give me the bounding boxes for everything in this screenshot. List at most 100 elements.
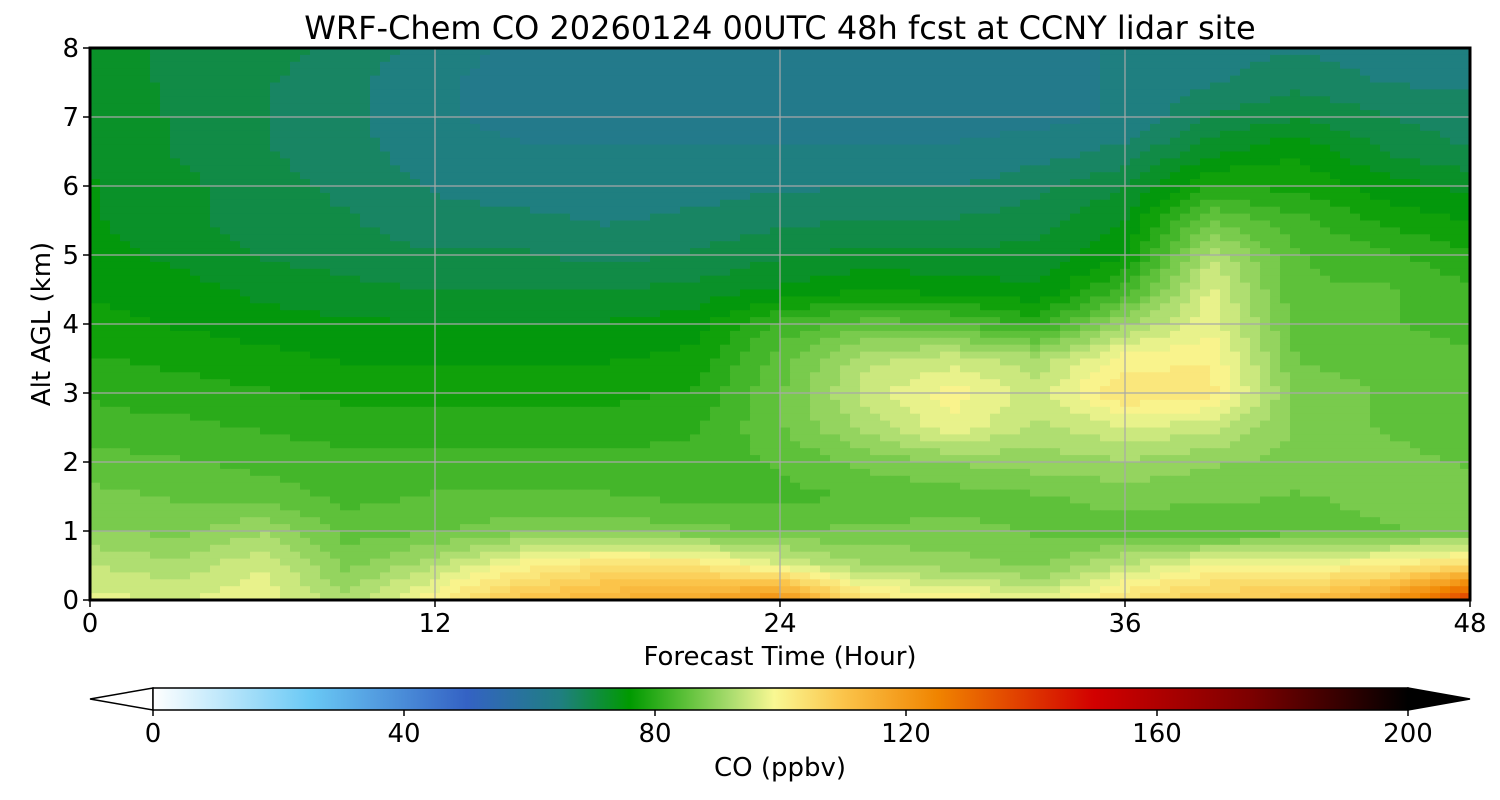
- heatmap-cell: [980, 75, 991, 84]
- heatmap-cell: [1110, 158, 1121, 166]
- heatmap-cell: [1020, 206, 1031, 215]
- heatmap-cell: [720, 96, 731, 104]
- heatmap-cell: [400, 144, 411, 153]
- heatmap-cell: [470, 96, 481, 104]
- heatmap-cell: [360, 82, 371, 90]
- heatmap-cell: [820, 192, 831, 201]
- heatmap-cell: [1410, 158, 1421, 166]
- heatmap-cell: [510, 282, 521, 291]
- heatmap-cell: [330, 206, 341, 215]
- heatmap-cell: [990, 96, 1001, 104]
- heatmap-cell: [1160, 75, 1171, 84]
- heatmap-cell: [860, 192, 871, 201]
- heatmap-cell: [280, 275, 291, 284]
- heatmap-cell: [740, 61, 751, 70]
- heatmap-cell: [420, 110, 431, 118]
- heatmap-cell: [710, 82, 721, 90]
- heatmap-cell: [460, 248, 471, 256]
- heatmap-cell: [960, 82, 971, 90]
- heatmap-cell: [500, 61, 511, 70]
- heatmap-cell: [960, 179, 971, 187]
- heatmap-cell: [120, 117, 131, 125]
- heatmap-cell: [630, 165, 641, 173]
- heatmap-cell: [340, 61, 351, 70]
- heatmap-cell: [590, 172, 601, 180]
- heatmap-cell: [830, 213, 841, 222]
- heatmap-cell: [800, 186, 811, 194]
- heatmap-cell: [460, 75, 471, 84]
- heatmap-cell: [640, 61, 651, 70]
- heatmap-cell: [1280, 82, 1291, 90]
- heatmap-cell: [130, 275, 141, 284]
- heatmap-cell: [400, 241, 411, 249]
- heatmap-cell: [1370, 151, 1381, 159]
- heatmap-cell: [410, 172, 421, 180]
- heatmap-cell: [580, 199, 591, 208]
- heatmap-cell: [1350, 117, 1361, 125]
- heatmap-cell: [1160, 261, 1171, 270]
- heatmap-cell: [260, 68, 271, 77]
- heatmap-cell: [680, 103, 691, 111]
- heatmap-cell: [560, 206, 571, 215]
- heatmap-cell: [1110, 103, 1121, 111]
- heatmap-cell: [200, 289, 211, 297]
- heatmap-cell: [1260, 89, 1271, 97]
- heatmap-cell: [1170, 268, 1181, 277]
- heatmap-cell: [870, 213, 881, 222]
- heatmap-cell: [870, 282, 881, 291]
- heatmap-cell: [1330, 261, 1341, 270]
- heatmap-cell: [720, 213, 731, 222]
- heatmap-cell: [820, 103, 831, 111]
- heatmap-cell: [1220, 103, 1231, 111]
- heatmap-cell: [1330, 110, 1341, 118]
- heatmap-cell: [1260, 227, 1271, 235]
- heatmap-cell: [1080, 234, 1091, 242]
- heatmap-cell: [1270, 255, 1281, 263]
- heatmap-cell: [830, 54, 841, 63]
- heatmap-cell: [1000, 75, 1011, 84]
- heatmap-cell: [1140, 61, 1151, 70]
- heatmap-cell: [610, 248, 621, 256]
- heatmap-cell: [220, 48, 231, 56]
- heatmap-cell: [1340, 123, 1351, 132]
- heatmap-cell: [820, 48, 831, 56]
- heatmap-cell: [710, 103, 721, 111]
- heatmap-cell: [730, 158, 741, 166]
- heatmap-cell: [1210, 179, 1221, 187]
- heatmap-cell: [470, 158, 481, 166]
- heatmap-cell: [1070, 110, 1081, 118]
- heatmap-cell: [460, 158, 471, 166]
- heatmap-cell: [130, 61, 141, 70]
- heatmap-cell: [340, 117, 351, 125]
- heatmap-cell: [180, 61, 191, 70]
- heatmap-cell: [1310, 61, 1321, 70]
- heatmap-cell: [1310, 82, 1321, 90]
- heatmap-cell: [970, 123, 981, 132]
- heatmap-cell: [1150, 89, 1161, 97]
- heatmap-cell: [100, 61, 111, 70]
- heatmap-cell: [800, 151, 811, 159]
- heatmap-cell: [1190, 261, 1201, 270]
- heatmap-cell: [500, 289, 511, 297]
- heatmap-cell: [910, 289, 921, 297]
- heatmap-cell: [320, 54, 331, 63]
- heatmap-cell: [990, 282, 1001, 291]
- heatmap-cell: [990, 192, 1001, 201]
- heatmap-cell: [530, 282, 541, 291]
- heatmap-cell: [830, 61, 841, 70]
- heatmap-cell: [380, 96, 391, 104]
- heatmap-cell: [1220, 282, 1231, 291]
- heatmap-cell: [680, 82, 691, 90]
- heatmap-cell: [690, 165, 701, 173]
- heatmap-cell: [140, 227, 151, 235]
- heatmap-cell: [660, 144, 671, 153]
- heatmap-cell: [110, 54, 121, 63]
- heatmap-cell: [250, 137, 261, 146]
- heatmap-cell: [150, 296, 161, 304]
- heatmap-cell: [580, 96, 591, 104]
- heatmap-cell: [170, 123, 181, 132]
- heatmap-cell: [610, 220, 621, 228]
- heatmap-cell: [930, 241, 941, 249]
- heatmap-cell: [820, 289, 831, 297]
- heatmap-cell: [1200, 186, 1211, 194]
